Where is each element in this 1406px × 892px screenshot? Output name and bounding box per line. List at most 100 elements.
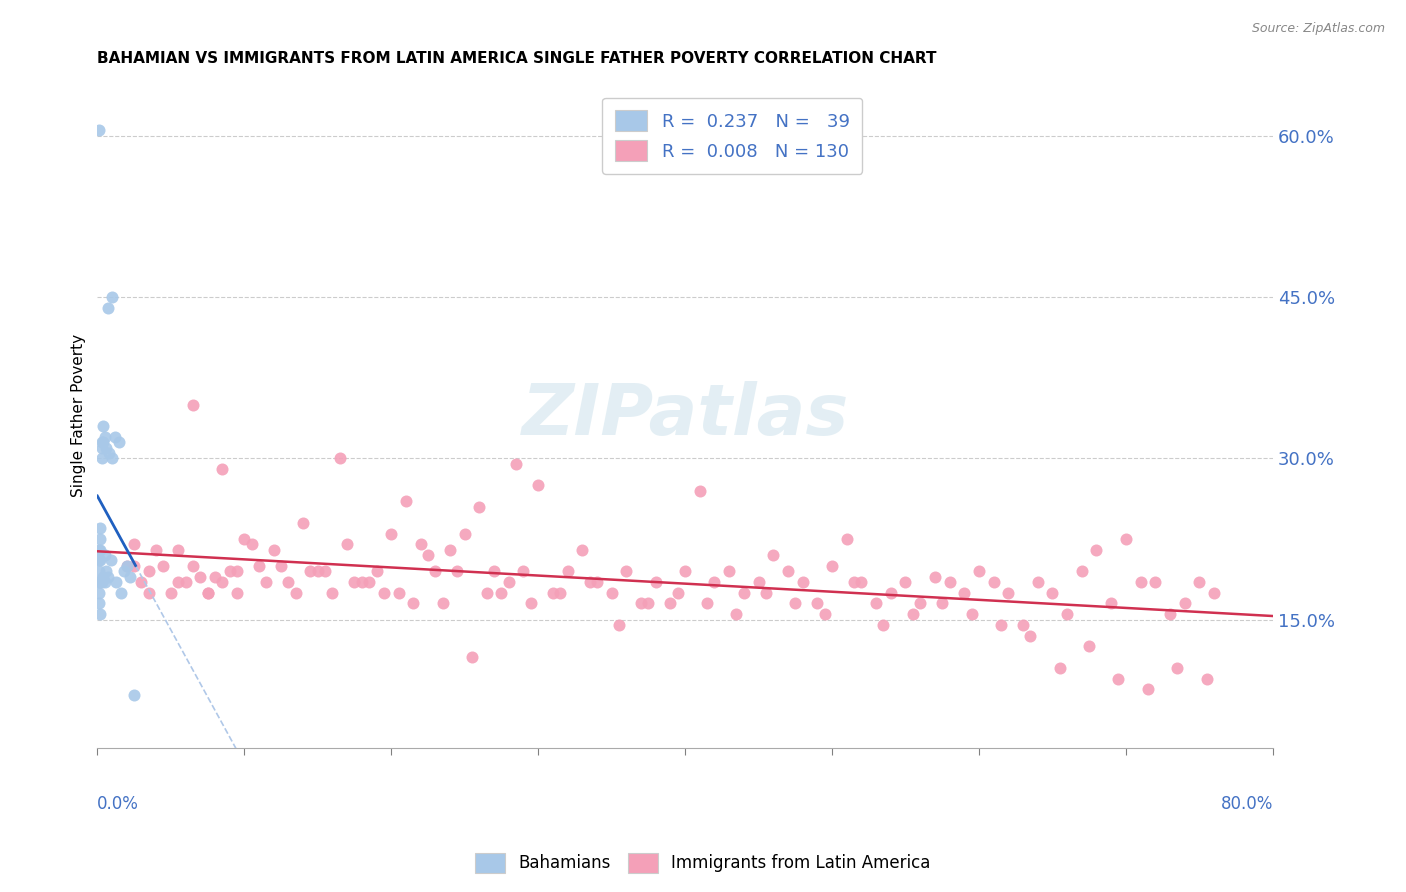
Point: [131, 574, 153, 589]
Point: [541, 585, 564, 599]
Point: [571, 542, 593, 557]
Point: [197, 585, 219, 599]
Point: [806, 596, 828, 610]
Text: ZIPatlas: ZIPatlas: [522, 381, 849, 450]
Point: [233, 532, 256, 546]
Point: [960, 607, 983, 621]
Point: [343, 574, 366, 589]
Point: [1070, 564, 1092, 578]
Point: [1108, 672, 1130, 686]
Point: [91, 569, 114, 583]
Point: [90, 451, 112, 466]
Point: [1056, 607, 1078, 621]
Point: [93, 548, 115, 562]
Point: [292, 516, 315, 530]
Point: [115, 558, 138, 573]
Point: [105, 574, 128, 589]
Point: [101, 290, 124, 304]
Point: [112, 564, 135, 578]
Point: [197, 585, 219, 599]
Point: [548, 585, 571, 599]
Point: [96, 441, 118, 455]
Point: [747, 574, 769, 589]
Legend: R =  0.237   N =   39, R =  0.008   N = 130: R = 0.237 N = 39, R = 0.008 N = 130: [602, 98, 862, 174]
Point: [89, 574, 111, 589]
Point: [263, 542, 285, 557]
Point: [1019, 629, 1042, 643]
Point: [600, 585, 623, 599]
Point: [329, 451, 352, 466]
Point: [557, 564, 579, 578]
Point: [211, 574, 233, 589]
Point: [110, 585, 132, 599]
Legend: Bahamians, Immigrants from Latin America: Bahamians, Immigrants from Latin America: [468, 847, 938, 880]
Point: [453, 526, 475, 541]
Point: [380, 526, 402, 541]
Point: [924, 569, 946, 583]
Point: [512, 564, 534, 578]
Point: [835, 532, 858, 546]
Point: [1012, 618, 1035, 632]
Point: [505, 457, 527, 471]
Point: [91, 419, 114, 434]
Point: [696, 596, 718, 610]
Point: [1040, 585, 1063, 599]
Point: [98, 446, 121, 460]
Point: [644, 574, 666, 589]
Point: [725, 607, 748, 621]
Point: [174, 574, 197, 589]
Point: [89, 607, 111, 621]
Point: [118, 569, 141, 583]
Point: [1202, 585, 1225, 599]
Point: [152, 558, 174, 573]
Point: [894, 574, 917, 589]
Text: BAHAMIAN VS IMMIGRANTS FROM LATIN AMERICA SINGLE FATHER POVERTY CORRELATION CHAR: BAHAMIAN VS IMMIGRANTS FROM LATIN AMERIC…: [97, 51, 936, 66]
Point: [97, 301, 120, 315]
Point: [1026, 574, 1049, 589]
Point: [145, 542, 167, 557]
Point: [821, 558, 844, 573]
Point: [673, 564, 696, 578]
Point: [254, 574, 277, 589]
Point: [270, 558, 292, 573]
Point: [865, 596, 887, 610]
Point: [482, 564, 505, 578]
Point: [89, 521, 111, 535]
Text: 80.0%: 80.0%: [1220, 795, 1272, 814]
Point: [439, 542, 461, 557]
Point: [416, 548, 439, 562]
Point: [108, 435, 131, 450]
Point: [226, 585, 249, 599]
Point: [1085, 542, 1108, 557]
Point: [578, 574, 600, 589]
Point: [872, 618, 894, 632]
Point: [138, 585, 160, 599]
Point: [901, 607, 924, 621]
Point: [953, 585, 976, 599]
Point: [776, 564, 799, 578]
Point: [666, 585, 689, 599]
Point: [100, 553, 122, 567]
Point: [167, 542, 190, 557]
Point: [983, 574, 1005, 589]
Point: [89, 532, 111, 546]
Point: [630, 596, 652, 610]
Point: [842, 574, 865, 589]
Point: [321, 585, 343, 599]
Point: [1115, 532, 1137, 546]
Point: [93, 574, 115, 589]
Point: [1078, 640, 1101, 654]
Point: [491, 585, 513, 599]
Point: [792, 574, 814, 589]
Point: [366, 564, 388, 578]
Point: [607, 618, 630, 632]
Point: [733, 585, 755, 599]
Point: [1195, 672, 1218, 686]
Point: [181, 398, 204, 412]
Text: 0.0%: 0.0%: [97, 795, 139, 814]
Point: [762, 548, 785, 562]
Point: [938, 574, 960, 589]
Point: [122, 558, 145, 573]
Point: [90, 574, 112, 589]
Point: [1174, 596, 1197, 610]
